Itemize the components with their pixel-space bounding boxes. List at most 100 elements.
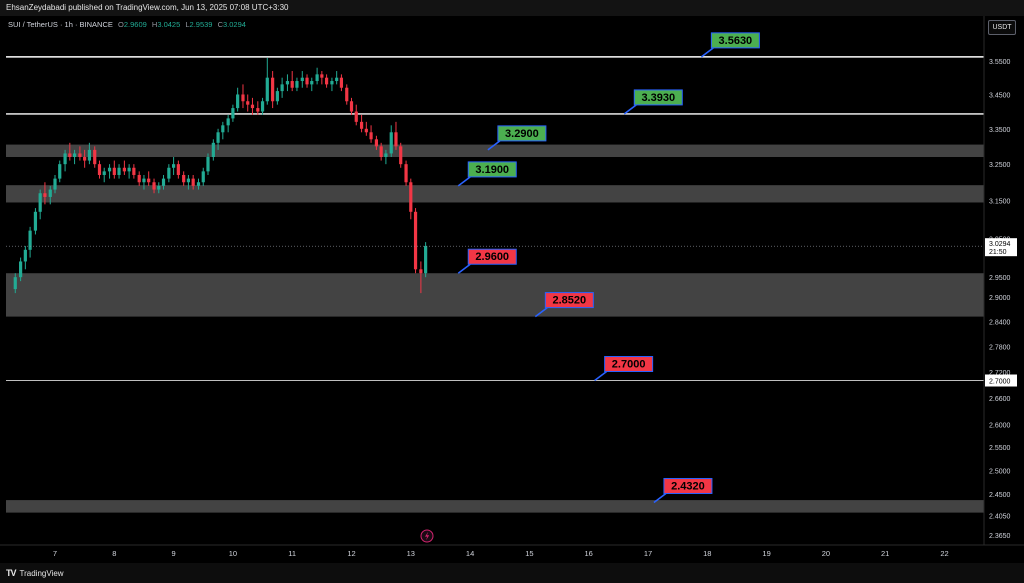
candle-body[interactable] <box>290 81 294 88</box>
candle-body[interactable] <box>330 81 334 85</box>
candle-body[interactable] <box>93 149 97 165</box>
candle-body[interactable] <box>102 171 106 175</box>
candle-body[interactable] <box>107 167 112 172</box>
level-label-box-3.5630[interactable] <box>710 32 760 49</box>
candle-body[interactable] <box>379 146 383 158</box>
candle-body[interactable] <box>167 167 171 179</box>
candle-body[interactable] <box>339 77 344 88</box>
candle-body[interactable] <box>404 164 408 183</box>
level-label-box-3.3930[interactable] <box>633 89 683 106</box>
candle-body[interactable] <box>58 164 62 179</box>
candle-body[interactable] <box>315 74 319 82</box>
level-label-box-2.4320[interactable] <box>663 477 713 494</box>
candle-body[interactable] <box>28 230 32 250</box>
candle-body[interactable] <box>424 245 428 274</box>
candle-body[interactable] <box>142 178 146 183</box>
candle-body[interactable] <box>172 164 176 168</box>
candle-body[interactable] <box>38 193 42 212</box>
candle-body[interactable] <box>19 261 23 278</box>
candle-body[interactable] <box>256 108 260 112</box>
level-zone-2.4320[interactable] <box>6 500 984 513</box>
candle-body[interactable] <box>161 178 166 186</box>
candle-body[interactable] <box>216 132 220 143</box>
candle-body[interactable] <box>196 182 201 186</box>
candle-body[interactable] <box>83 157 87 161</box>
candle-body[interactable] <box>359 121 364 129</box>
candle-body[interactable] <box>324 77 329 85</box>
candle-body[interactable] <box>127 167 131 172</box>
candle-body[interactable] <box>280 84 284 92</box>
level-label-box-3.1900[interactable] <box>467 161 517 178</box>
candle-body[interactable] <box>112 167 116 175</box>
level-zone-2.9600[interactable] <box>6 273 984 317</box>
candle-body[interactable] <box>250 104 255 109</box>
level-label-box-2.9600[interactable] <box>467 248 517 265</box>
candle-body[interactable] <box>384 153 388 158</box>
candle-body[interactable] <box>191 178 195 186</box>
last-price-badge[interactable] <box>985 238 1017 257</box>
candle-body[interactable] <box>182 174 186 183</box>
candle-body[interactable] <box>137 174 141 183</box>
candle-body[interactable] <box>320 74 324 78</box>
candle-body[interactable] <box>152 182 156 190</box>
candle-body[interactable] <box>48 189 52 197</box>
candle-body[interactable] <box>275 91 279 102</box>
candle-body[interactable] <box>63 153 67 165</box>
level-zone-3.2900[interactable] <box>6 144 984 158</box>
candle-body[interactable] <box>265 77 269 102</box>
candle-body[interactable] <box>68 153 72 158</box>
candle-body[interactable] <box>97 164 102 175</box>
candle-body[interactable] <box>147 178 151 183</box>
candle-body[interactable] <box>87 149 91 161</box>
candle-body[interactable] <box>157 185 161 190</box>
candle-body[interactable] <box>409 182 413 212</box>
candle-body[interactable] <box>78 153 82 158</box>
candle-body[interactable] <box>305 77 309 85</box>
candle-body[interactable] <box>236 94 240 109</box>
candle-body[interactable] <box>201 171 205 183</box>
candle-body[interactable] <box>117 167 121 175</box>
price-axis[interactable]: 3.65003.55003.45003.35003.25003.15003.05… <box>989 27 1011 540</box>
tradingview-logo[interactable]: TV TradingView <box>6 568 64 578</box>
level-label-box-3.2900[interactable] <box>497 125 547 142</box>
currency-button[interactable]: USDT <box>988 20 1016 35</box>
candle-body[interactable] <box>33 211 38 231</box>
time-axis[interactable]: 7 8 9 10 11 12 13 14 15 16 17 18 19 20 21 22 <box>53 549 949 558</box>
candle-body[interactable] <box>206 157 210 172</box>
candle-body[interactable] <box>53 178 57 190</box>
candle-body[interactable] <box>43 193 47 197</box>
candle-body[interactable] <box>399 146 403 165</box>
candle-body[interactable] <box>374 139 379 147</box>
level-zone-3.1900[interactable] <box>6 185 984 203</box>
candle-body[interactable] <box>221 125 225 133</box>
candle-body[interactable] <box>300 77 304 82</box>
candle-body[interactable] <box>260 101 265 112</box>
candle-body[interactable] <box>369 132 373 140</box>
level-label-box-2.8520[interactable] <box>544 292 594 309</box>
candle-body[interactable] <box>335 77 339 82</box>
level-label-box-2.7000[interactable] <box>604 356 654 373</box>
flash-icon[interactable] <box>420 529 434 543</box>
candle-body[interactable] <box>186 178 191 183</box>
candle-body[interactable] <box>349 101 354 112</box>
candle-body[interactable] <box>226 118 230 126</box>
candle-body[interactable] <box>23 249 27 262</box>
candle-body[interactable] <box>241 94 245 102</box>
candle-body[interactable] <box>271 77 275 102</box>
candle-body[interactable] <box>122 167 126 172</box>
candle-body[interactable] <box>285 81 290 85</box>
candle-body[interactable] <box>132 167 136 175</box>
candle-body[interactable] <box>310 81 314 85</box>
candle-body[interactable] <box>211 142 215 158</box>
candle-body[interactable] <box>13 277 17 290</box>
candle-body[interactable] <box>354 111 358 122</box>
candle-body[interactable] <box>364 128 368 133</box>
candle-body[interactable] <box>246 101 250 105</box>
candle-body[interactable] <box>413 211 418 270</box>
candle-body[interactable] <box>295 81 299 88</box>
candle-body[interactable] <box>389 132 393 154</box>
level-axis-badge[interactable] <box>985 374 1017 387</box>
candle-body[interactable] <box>345 87 349 102</box>
candle-body[interactable] <box>176 164 180 175</box>
